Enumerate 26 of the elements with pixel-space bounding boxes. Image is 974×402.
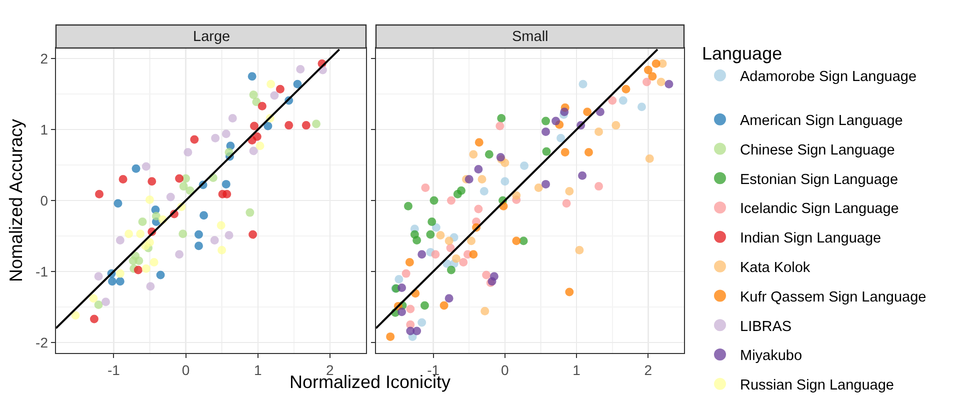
legend-label: Adamorobe Sign Language [740,68,917,85]
x-tick-label: -1 [107,362,120,378]
y-axis-title: Nomalized Accuracy [6,118,26,282]
legend-label: Russian Sign Language [740,378,894,394]
y-tick-label: 2 [40,50,48,67]
x-tick-label: 0 [182,362,190,378]
y-tick-label: -1 [36,263,48,280]
chart-title: Small [512,29,548,45]
legend-label: American Sign Language [740,112,903,129]
x-tick-label: 1 [572,362,581,378]
y-tick-label: 1 [40,121,48,138]
chart-title: Large [193,29,230,45]
legend-label: Kufr Qassem Sign Language [740,289,926,306]
legend-label: Estonian Sign Language [740,172,898,188]
x-tick-label: 2 [644,362,652,378]
y-tick-label: -2 [36,334,48,350]
x-tick-label: 1 [254,362,262,378]
legend-title: Language [702,43,782,64]
y-tick-label: 0 [40,192,48,208]
legend-label: Icelandic Sign Language [740,201,899,218]
legend-label: LIBRAS [740,318,792,335]
legend-label: Chinese Sign Language [740,142,895,158]
x-tick-label: 0 [501,362,510,378]
legend-label: Miyakubo [740,348,802,364]
legend-label: Kata Kolok [740,260,811,276]
legend-label: Indian Sign Language [740,230,882,247]
